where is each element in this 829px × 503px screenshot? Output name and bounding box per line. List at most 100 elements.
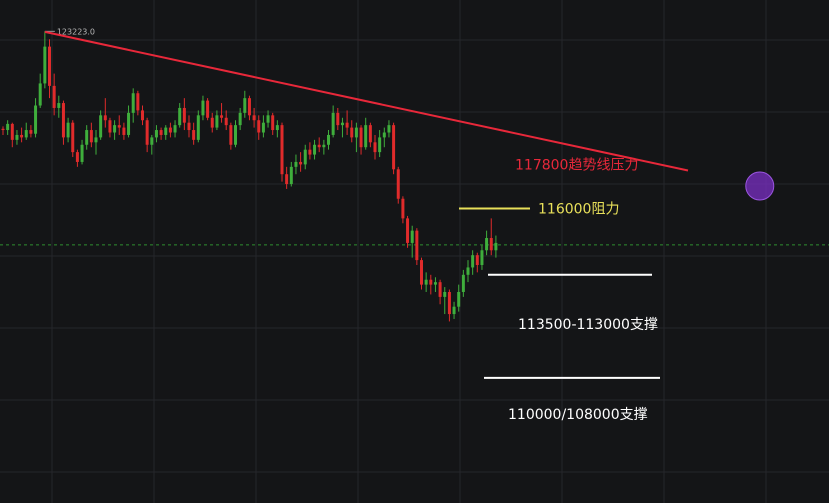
candle [20, 127, 24, 143]
candle [257, 115, 261, 140]
candle-body [289, 166, 293, 185]
candle [317, 137, 321, 153]
candle-body [127, 112, 131, 135]
candle [154, 125, 158, 143]
candle-body [122, 127, 126, 135]
candle [340, 117, 344, 138]
candle-body [80, 144, 84, 162]
candle-body [285, 174, 289, 185]
support-label-1: 113500-113000支撑 [518, 317, 658, 333]
candle-body [457, 291, 461, 307]
candle-body [489, 238, 493, 251]
candle [196, 110, 200, 143]
candle-body [141, 110, 144, 121]
candle [57, 95, 61, 118]
candle-body [336, 112, 340, 126]
candle [336, 107, 340, 131]
candle-body [420, 260, 423, 285]
candle [94, 130, 98, 155]
candle [224, 110, 228, 131]
candle [243, 90, 247, 118]
candle [234, 120, 237, 148]
candle-body [99, 115, 103, 138]
candle-body [52, 85, 56, 108]
candle-body [187, 122, 191, 131]
candle-body [480, 250, 484, 265]
candle-body [266, 115, 270, 123]
candle [159, 127, 163, 140]
candle-body [178, 107, 182, 126]
candle [220, 103, 224, 123]
candle [182, 98, 186, 131]
candle [215, 110, 219, 131]
candle-body [206, 100, 210, 118]
candle-body [410, 230, 414, 243]
candle-body [94, 137, 98, 143]
candle-body [415, 230, 419, 261]
candle-body [117, 125, 121, 128]
candle-body [164, 127, 168, 135]
candle [206, 98, 210, 121]
candle [461, 269, 465, 297]
candle-body [308, 149, 312, 155]
candle-body [327, 134, 330, 145]
candle [34, 98, 38, 138]
candle-body [257, 120, 261, 133]
candle-body [229, 125, 233, 145]
candle-body [34, 105, 38, 134]
candle [75, 149, 79, 167]
candle-body [247, 98, 251, 116]
candle-body [429, 279, 433, 285]
candle-body [401, 198, 405, 219]
candle-body [359, 127, 363, 148]
candle-body [475, 255, 479, 265]
candle [303, 144, 307, 170]
candle-body [29, 130, 33, 134]
candle-body [85, 130, 89, 145]
candle-body [168, 127, 172, 133]
candle-body [322, 144, 326, 148]
candle [113, 120, 117, 140]
candle [368, 122, 372, 148]
candle [447, 289, 451, 322]
candle [131, 88, 135, 123]
candle-body [364, 125, 368, 148]
candle-body [443, 291, 447, 297]
candle-body [238, 112, 242, 126]
candle-body [387, 125, 391, 133]
candle-body [424, 279, 428, 285]
candle-body [38, 83, 42, 106]
candle [475, 252, 479, 273]
candles [1, 31, 498, 322]
candle [424, 272, 428, 292]
candle [466, 260, 470, 283]
candle-body [294, 161, 298, 167]
candle-body [406, 218, 410, 243]
candle [38, 73, 42, 108]
candle-body [113, 125, 117, 133]
support-label-2: 110000/108000支撑 [508, 407, 648, 423]
candle [387, 120, 391, 138]
candle [127, 105, 131, 138]
candle [452, 301, 456, 319]
high-marker-label: 123223.0 [57, 27, 95, 36]
candle [80, 139, 84, 165]
candle-body [234, 125, 237, 145]
trendline-pressure-label: 117800趋势线压力 [515, 157, 638, 173]
candle [308, 142, 312, 160]
candle [150, 134, 154, 155]
candle-body [438, 282, 442, 297]
candle [1, 126, 5, 135]
candle-body [1, 128, 5, 131]
candle-body [159, 130, 163, 135]
candle [173, 120, 177, 138]
candle [382, 127, 386, 148]
candle-body [210, 117, 214, 128]
candle-body [150, 137, 154, 145]
candle-body [261, 122, 265, 133]
candle [350, 120, 354, 143]
candle [61, 100, 65, 145]
candle [192, 122, 196, 145]
